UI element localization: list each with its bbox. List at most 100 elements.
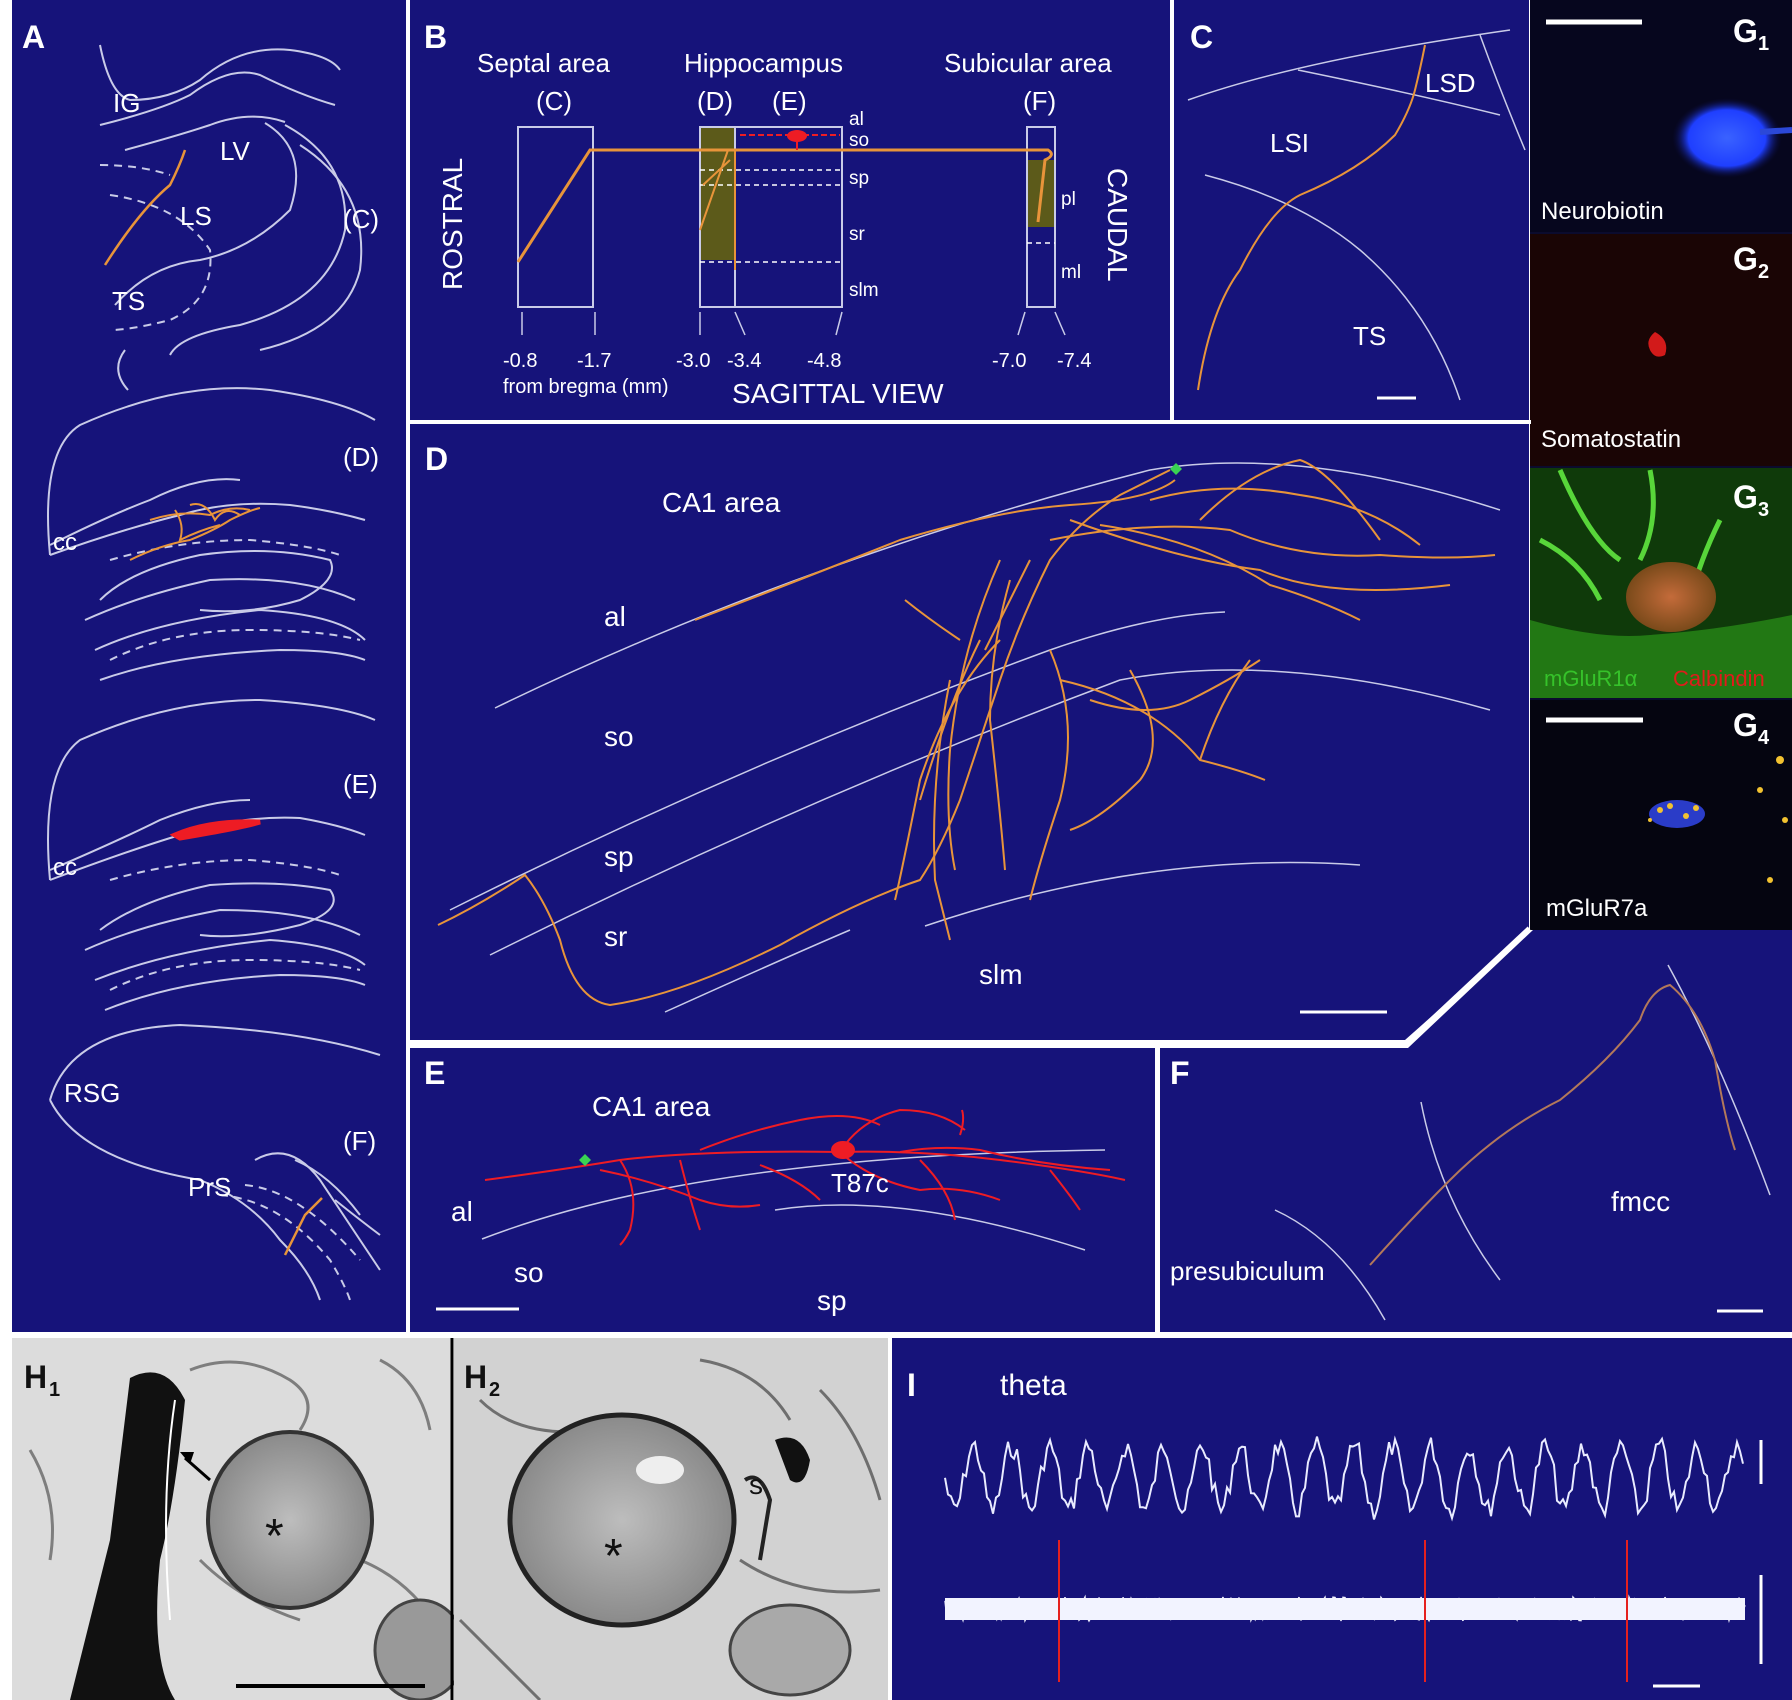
panel-h: * H 1 * s H 2 bbox=[12, 1338, 892, 1700]
panel-e bbox=[410, 1048, 1155, 1332]
svg-text:sr: sr bbox=[849, 224, 866, 245]
label-ls: LS bbox=[180, 201, 212, 231]
section-e-label: (E) bbox=[343, 769, 378, 799]
label-rsg: RSG bbox=[64, 1078, 120, 1108]
svg-text:al: al bbox=[604, 601, 626, 632]
h2-sub: 2 bbox=[489, 1379, 500, 1401]
panel-g: G 1 Neurobiotin G 2 Somatostatin G 3 mGl… bbox=[1530, 0, 1792, 930]
sagittal-view: SAGITTAL VIEW bbox=[732, 378, 944, 409]
panel-e-drawing: E CA1 area T87c al so sp bbox=[424, 1055, 1126, 1316]
label-lsd: LSD bbox=[1425, 68, 1476, 98]
d-layer-labels: al so sp sr slm bbox=[604, 601, 1023, 990]
section-d-label: (D) bbox=[343, 442, 379, 472]
svg-text:-4.8: -4.8 bbox=[807, 350, 841, 372]
e-label-al: al bbox=[451, 1196, 473, 1227]
svg-text:sr: sr bbox=[604, 921, 627, 952]
g2-caption: Somatostatin bbox=[1541, 426, 1681, 453]
panel-a-drawing: A IG LV LS TS (C) bbox=[22, 19, 381, 1301]
g1-sub: 1 bbox=[1758, 33, 1769, 55]
panel-f-label: F bbox=[1170, 1055, 1190, 1091]
label-prs: PrS bbox=[188, 1172, 231, 1202]
b-sec-f: (F) bbox=[1023, 86, 1056, 116]
svg-text:-7.0: -7.0 bbox=[992, 350, 1026, 372]
panel-d-drawing: D CA1 area bbox=[425, 441, 1501, 1014]
from-bregma: from bregma (mm) bbox=[503, 376, 669, 398]
svg-text:-3.4: -3.4 bbox=[727, 350, 761, 372]
g2-letter: G bbox=[1733, 241, 1758, 277]
svg-text:-1.7: -1.7 bbox=[577, 350, 611, 372]
b-sec-e: (E) bbox=[772, 86, 807, 116]
section-c-label: (C) bbox=[343, 204, 379, 234]
svg-text:slm: slm bbox=[979, 959, 1023, 990]
panel-e-label: E bbox=[424, 1055, 445, 1091]
g3-sub: 3 bbox=[1758, 499, 1769, 521]
svg-text:ml: ml bbox=[1061, 262, 1081, 283]
g4-caption: mGluR7a bbox=[1546, 895, 1648, 922]
panel-i-label: I bbox=[907, 1367, 916, 1403]
label-caudal: CAUDAL bbox=[1102, 168, 1133, 282]
label-lv: LV bbox=[220, 136, 251, 166]
panel-b-drawing: B Septal area Hippocampus Subicular area… bbox=[424, 19, 1133, 409]
h1-asterisk: * bbox=[265, 1510, 284, 1563]
label-cc-d: cc bbox=[53, 529, 77, 556]
g3-caption-red: Calbindin bbox=[1673, 666, 1765, 691]
label-ts-c: TS bbox=[1353, 321, 1386, 351]
h2-asterisk: * bbox=[604, 1530, 623, 1583]
label-lsi: LSI bbox=[1270, 128, 1309, 158]
g4-letter: G bbox=[1733, 707, 1758, 743]
e-label-so: so bbox=[514, 1257, 544, 1288]
svg-text:al: al bbox=[849, 109, 864, 130]
h1-sub: 1 bbox=[49, 1379, 60, 1401]
panel-c-drawing: C LSD LSI TS bbox=[1187, 19, 1526, 401]
svg-text:so: so bbox=[849, 130, 869, 151]
e-title: CA1 area bbox=[592, 1091, 711, 1122]
svg-text:slm: slm bbox=[849, 280, 879, 301]
heading-septal: Septal area bbox=[477, 48, 611, 78]
label-cc-e: cc bbox=[53, 854, 77, 881]
svg-text:-0.8: -0.8 bbox=[503, 350, 537, 372]
svg-text:so: so bbox=[604, 721, 634, 752]
b-layer-labels: al so sp sr slm pl ml bbox=[849, 109, 1081, 301]
b-sec-c: (C) bbox=[536, 86, 572, 116]
panel-f-drawing: F fmcc presubiculum bbox=[1170, 964, 1771, 1321]
heading-subicular: Subicular area bbox=[944, 48, 1112, 78]
g3-caption-green: mGluR1α bbox=[1544, 666, 1638, 691]
theta-label: theta bbox=[1000, 1369, 1067, 1402]
svg-text:pl: pl bbox=[1061, 189, 1076, 210]
h2-s: s bbox=[749, 1469, 763, 1500]
g2-sub: 2 bbox=[1758, 261, 1769, 283]
panel-c-label: C bbox=[1190, 19, 1213, 55]
panel-d bbox=[410, 424, 1529, 1040]
section-f-label: (F) bbox=[343, 1126, 376, 1156]
label-rostral: ROSTRAL bbox=[437, 158, 468, 290]
svg-text:sp: sp bbox=[849, 168, 869, 189]
label-fmcc: fmcc bbox=[1611, 1186, 1670, 1217]
cell-id: T87c bbox=[831, 1168, 889, 1198]
theta-trace bbox=[944, 1435, 1744, 1522]
panel-a-label: A bbox=[22, 19, 45, 55]
panel-d-label: D bbox=[425, 441, 448, 477]
b-ticks: -0.8 -1.7 -3.0 -3.4 -4.8 -7.0 -7.4 bbox=[503, 350, 1091, 372]
e-label-sp: sp bbox=[817, 1285, 847, 1316]
panel-c bbox=[1174, 0, 1529, 420]
g3-letter: G bbox=[1733, 479, 1758, 515]
heading-hippocampus: Hippocampus bbox=[684, 48, 843, 78]
svg-text:-3.0: -3.0 bbox=[676, 350, 710, 372]
g4-sub: 4 bbox=[1758, 727, 1770, 749]
label-ig: IG bbox=[113, 88, 140, 118]
h1-letter: H bbox=[24, 1359, 47, 1395]
d-title: CA1 area bbox=[662, 487, 781, 518]
spike-markers bbox=[1058, 1540, 1628, 1682]
panel-a bbox=[12, 0, 407, 1332]
panel-b-label: B bbox=[424, 19, 447, 55]
b-sec-d: (D) bbox=[697, 86, 733, 116]
panel-i-drawing: I theta bbox=[907, 1367, 1763, 1688]
label-ts: TS bbox=[112, 286, 145, 316]
g1-caption: Neurobiotin bbox=[1541, 198, 1664, 225]
h2-letter: H bbox=[464, 1359, 487, 1395]
panel-i bbox=[892, 1338, 1792, 1700]
label-presubiculum: presubiculum bbox=[1170, 1256, 1325, 1286]
g1-letter: G bbox=[1733, 13, 1758, 49]
svg-text:sp: sp bbox=[604, 841, 634, 872]
